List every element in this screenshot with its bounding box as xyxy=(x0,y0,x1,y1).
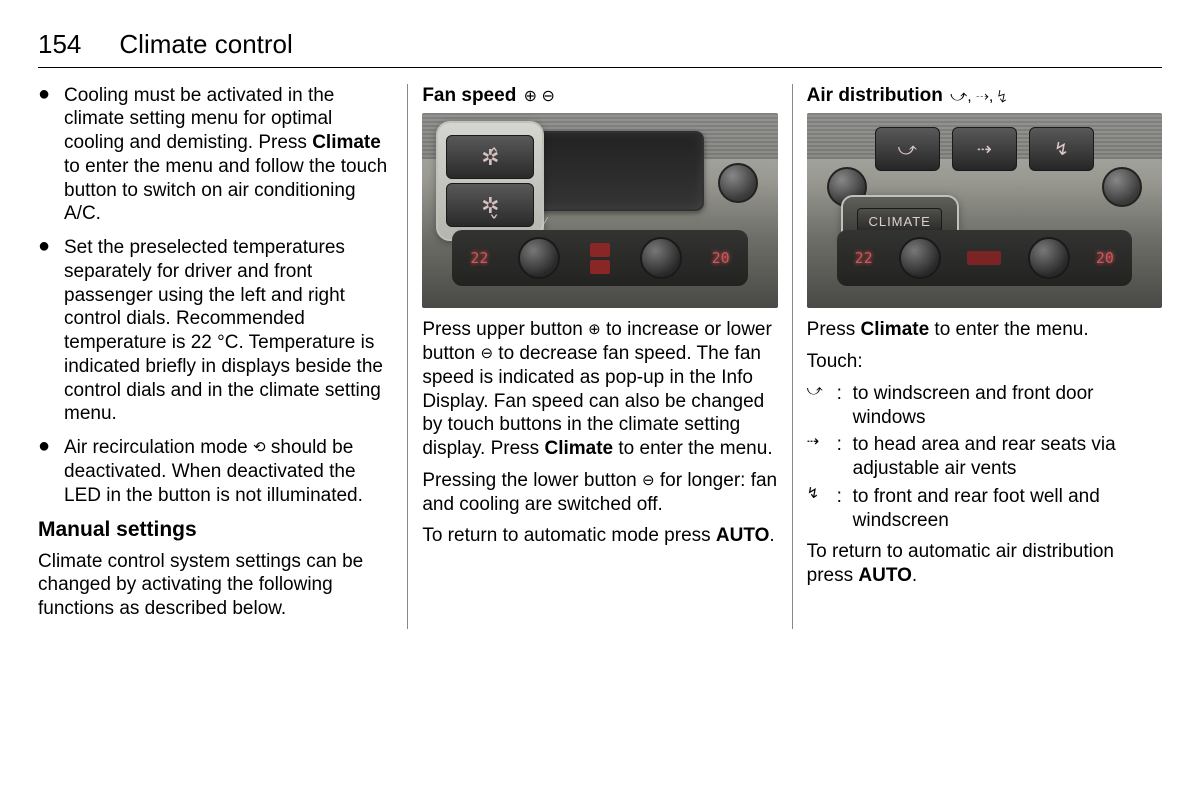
def-text: to windscreen and front door windows xyxy=(853,382,1162,430)
touch-label: Touch: xyxy=(807,350,1162,374)
text: To return to automatic air distribution … xyxy=(807,541,1114,586)
text: Press xyxy=(807,319,861,340)
fan-icons: ⊕ ⊖ xyxy=(524,88,555,105)
text: Cooling must be activated in the climate… xyxy=(64,85,334,154)
center-buttons xyxy=(590,243,610,274)
manual-settings-heading: Manual settings xyxy=(38,517,393,543)
dial-left xyxy=(518,237,560,279)
def-row: ↯ : to front and rear foot well and wind… xyxy=(807,485,1162,533)
bold-text: Climate xyxy=(312,132,381,153)
text: . xyxy=(912,565,917,586)
center-button xyxy=(967,251,1001,265)
dist-btn-head: ⇢ xyxy=(952,127,1017,171)
windscreen-icon: ⤻ xyxy=(807,382,837,430)
bullet-dot: ● xyxy=(38,84,64,227)
text: Pressing the lower button xyxy=(422,470,642,491)
bullet-text: Air recirculation mode ⟲ should be deact… xyxy=(64,436,393,507)
text: To return to automatic mode press xyxy=(422,525,716,546)
fan-p3: To return to automatic mode press AUTO. xyxy=(422,524,777,548)
dist-btn-foot: ↯ xyxy=(1029,127,1094,171)
bullet-dot: ● xyxy=(38,436,64,507)
top-buttons: ⤻ ⇢ ↯ xyxy=(875,127,1094,171)
side-knob xyxy=(1102,167,1142,207)
text: Press upper button xyxy=(422,319,588,340)
text: . xyxy=(769,525,774,546)
airdist-p1: Press Climate to enter the menu. xyxy=(807,318,1162,342)
column-1: ● Cooling must be activated in the clima… xyxy=(38,84,407,629)
text: Air recirculation mode xyxy=(64,437,253,458)
bold-text: AUTO xyxy=(858,565,911,586)
fan-down-icon: ⊖ xyxy=(480,345,493,364)
manual-settings-text: Climate control system settings can be c… xyxy=(38,550,393,621)
fan-speed-photo: ✲̂ ✲̬ 22 20 xyxy=(422,113,777,308)
side-knob xyxy=(718,163,758,203)
column-2: Fan speed ⊕ ⊖ ✲̂ ✲̬ 22 20 Press upper bu… xyxy=(407,84,791,629)
fan-speed-heading: Fan speed ⊕ ⊖ xyxy=(422,84,777,108)
bullet-text: Cooling must be activated in the climate… xyxy=(64,84,393,227)
air-dist-icons: ⤻, ⇢, ↯ xyxy=(950,88,1007,105)
temp-right: 20 xyxy=(1096,249,1114,268)
text: Set the preselected temperatures separat… xyxy=(64,237,383,424)
bold-text: Climate xyxy=(544,438,613,459)
recirculation-icon: ⟲ xyxy=(253,439,266,458)
bullet-item: ● Air recirculation mode ⟲ should be dea… xyxy=(38,436,393,507)
temp-left: 22 xyxy=(855,249,873,268)
colon: : xyxy=(837,433,853,481)
columns: ● Cooling must be activated in the clima… xyxy=(38,84,1162,629)
colon: : xyxy=(837,485,853,533)
bullet-dot: ● xyxy=(38,236,64,426)
bullet-text: Set the preselected temperatures separat… xyxy=(64,236,393,426)
page-header: 154 Climate control xyxy=(38,28,1162,68)
dial-right xyxy=(640,237,682,279)
control-strip: 22 20 xyxy=(452,230,747,286)
air-dist-heading: Air distribution ⤻, ⇢, ↯ xyxy=(807,84,1162,108)
column-3: Air distribution ⤻, ⇢, ↯ ⤻ ⇢ ↯ CLIMATE 2… xyxy=(792,84,1162,629)
def-row: ⇢ : to head area and rear seats via adju… xyxy=(807,433,1162,481)
def-text: to front and rear foot well and windscre… xyxy=(853,485,1162,533)
colon: : xyxy=(837,382,853,430)
temp-left: 22 xyxy=(470,249,488,268)
control-strip: 22 20 xyxy=(837,230,1132,286)
foot-icon: ↯ xyxy=(807,485,837,533)
airdist-p2: To return to automatic air distribution … xyxy=(807,540,1162,588)
heading-text: Air distribution xyxy=(807,85,943,106)
fan-down-button-graphic: ✲̬ xyxy=(446,183,534,227)
bold-text: Climate xyxy=(861,319,930,340)
dial-left xyxy=(899,237,941,279)
fan-p1: Press upper button ⊕ to increase or lowe… xyxy=(422,318,777,461)
bold-text: AUTO xyxy=(716,525,769,546)
text: to enter the menu. xyxy=(613,438,773,459)
def-text: to head area and rear seats via adjustab… xyxy=(853,433,1162,481)
dial-right xyxy=(1028,237,1070,279)
air-dist-definitions: ⤻ : to windscreen and front door windows… xyxy=(807,382,1162,533)
head-icon: ⇢ xyxy=(807,433,837,481)
fan-up-button-graphic: ✲̂ xyxy=(446,135,534,179)
text: to enter the menu. xyxy=(929,319,1089,340)
fan-up-icon: ⊕ xyxy=(588,321,601,340)
fan-p2: Pressing the lower button ⊖ for longer: … xyxy=(422,469,777,517)
heading-text: Fan speed xyxy=(422,85,516,106)
air-dist-photo: ⤻ ⇢ ↯ CLIMATE 22 20 xyxy=(807,113,1162,308)
text: to enter the menu and follow the touch b… xyxy=(64,156,387,225)
dist-btn-windscreen: ⤻ xyxy=(875,127,940,171)
fan-down-icon: ⊖ xyxy=(642,472,655,491)
fan-callout: ✲̂ ✲̬ xyxy=(436,121,544,241)
bullet-list: ● Cooling must be activated in the clima… xyxy=(38,84,393,508)
page-number: 154 xyxy=(38,28,81,61)
bullet-item: ● Set the preselected temperatures separ… xyxy=(38,236,393,426)
page-title: Climate control xyxy=(119,28,292,61)
def-row: ⤻ : to windscreen and front door windows xyxy=(807,382,1162,430)
bullet-item: ● Cooling must be activated in the clima… xyxy=(38,84,393,227)
temp-right: 20 xyxy=(712,249,730,268)
